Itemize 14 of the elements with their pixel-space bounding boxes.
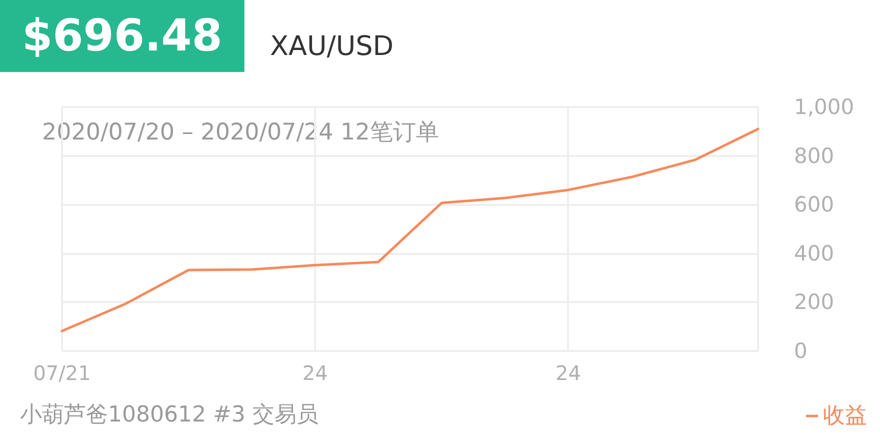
x-tick-label: 24: [302, 361, 328, 385]
text: 小葫芦爸1080612 #3 交易员: [20, 402, 318, 428]
y-tick-label: 1,000: [794, 95, 854, 119]
y-tick-label: 400: [794, 241, 834, 266]
annotation: 2020/07/20 – 2020/07/24 12笔订单: [42, 120, 439, 146]
y-tick-label: 0: [794, 339, 808, 363]
x-tick-label: 24: [555, 361, 581, 385]
x-tick-label: 07/21: [33, 361, 91, 385]
legend-label: 收益: [823, 404, 867, 428]
chart-title: $696.48: [22, 10, 222, 62]
chart-subtitle: XAU/USD: [270, 31, 394, 62]
y-tick-label: 800: [794, 144, 834, 168]
y-tick-label: 600: [794, 192, 834, 217]
y-tick-label: 200: [794, 290, 834, 314]
